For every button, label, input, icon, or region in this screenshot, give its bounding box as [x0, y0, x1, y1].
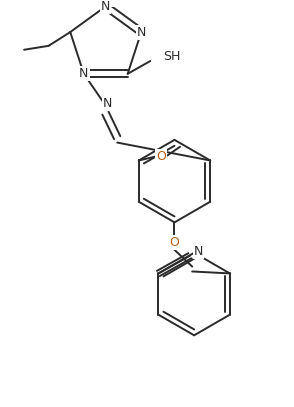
- Text: O: O: [156, 150, 166, 163]
- Text: N: N: [79, 67, 88, 80]
- Text: N: N: [136, 26, 146, 39]
- Text: O: O: [170, 236, 179, 249]
- Text: N: N: [101, 0, 111, 13]
- Text: SH: SH: [163, 50, 181, 63]
- Text: N: N: [194, 245, 203, 258]
- Text: N: N: [103, 97, 112, 110]
